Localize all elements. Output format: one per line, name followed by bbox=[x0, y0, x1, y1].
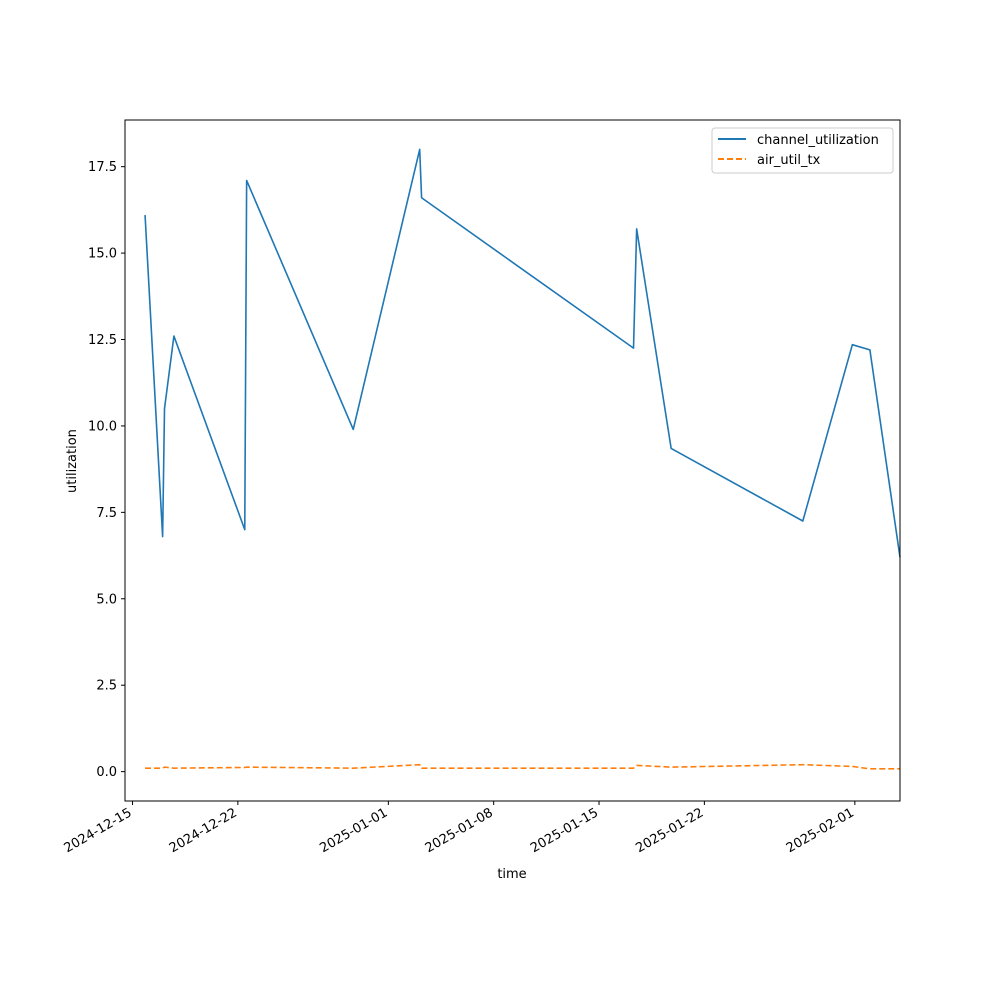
x-axis-label: time bbox=[497, 867, 526, 882]
series-line-channel-utilization bbox=[144, 148, 901, 558]
y-axis-label: utilization bbox=[65, 429, 80, 493]
legend-label-air-util-tx: air_util_tx bbox=[757, 153, 821, 168]
y-tick-label: 0.0 bbox=[96, 765, 117, 780]
y-tick-label: 5.0 bbox=[96, 592, 117, 607]
y-tick-label: 7.5 bbox=[96, 506, 117, 521]
legend: channel_utilization air_util_tx bbox=[711, 127, 894, 174]
legend-box bbox=[711, 127, 894, 174]
y-axis: 0.0 2.5 5.0 7.5 10.0 12.5 15.0 17.5 bbox=[88, 160, 125, 780]
y-tick-label: 15.0 bbox=[88, 247, 117, 262]
series-layer bbox=[144, 148, 901, 770]
y-tick-label: 12.5 bbox=[88, 333, 117, 348]
legend-label-channel-utilization: channel_utilization bbox=[757, 133, 879, 148]
series-line-air-util-tx bbox=[145, 763, 900, 770]
y-tick-label: 10.0 bbox=[88, 419, 117, 434]
y-tick-label: 17.5 bbox=[88, 160, 117, 175]
y-tick-label: 2.5 bbox=[96, 679, 117, 694]
plot-frame bbox=[124, 119, 901, 802]
